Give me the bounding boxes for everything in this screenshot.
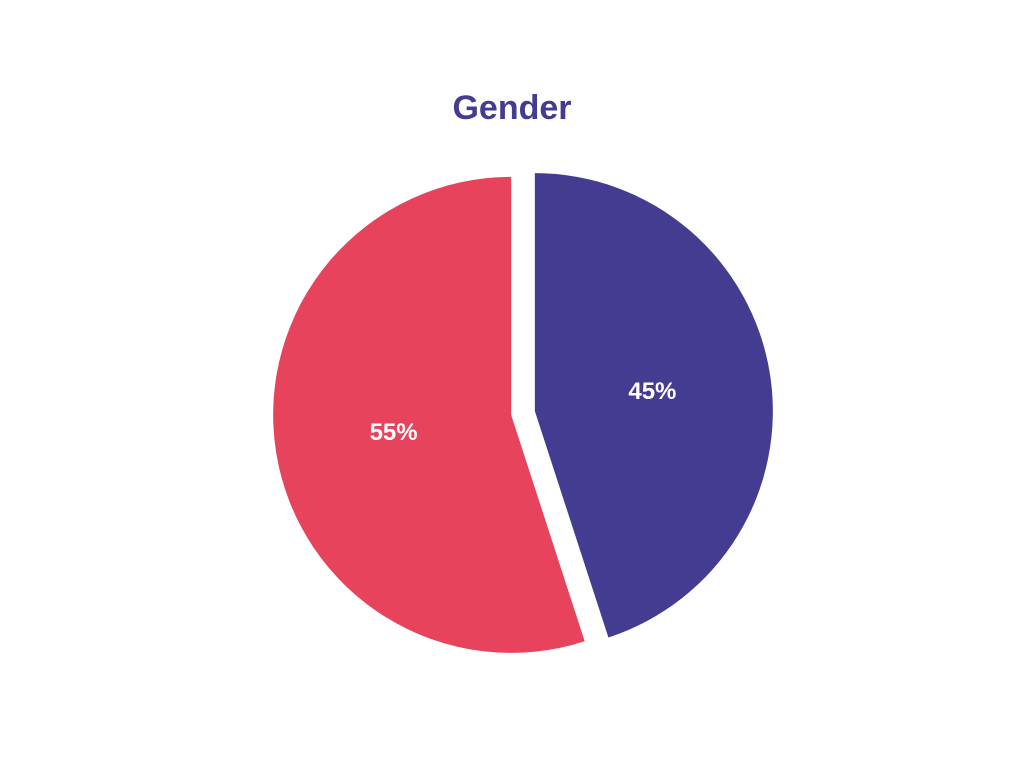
- slice-label: 55%: [370, 419, 418, 446]
- pie-slice: [534, 173, 773, 638]
- chart-title: Gender: [452, 89, 571, 127]
- pie-slice: [273, 176, 585, 653]
- slice-label: 45%: [628, 378, 676, 405]
